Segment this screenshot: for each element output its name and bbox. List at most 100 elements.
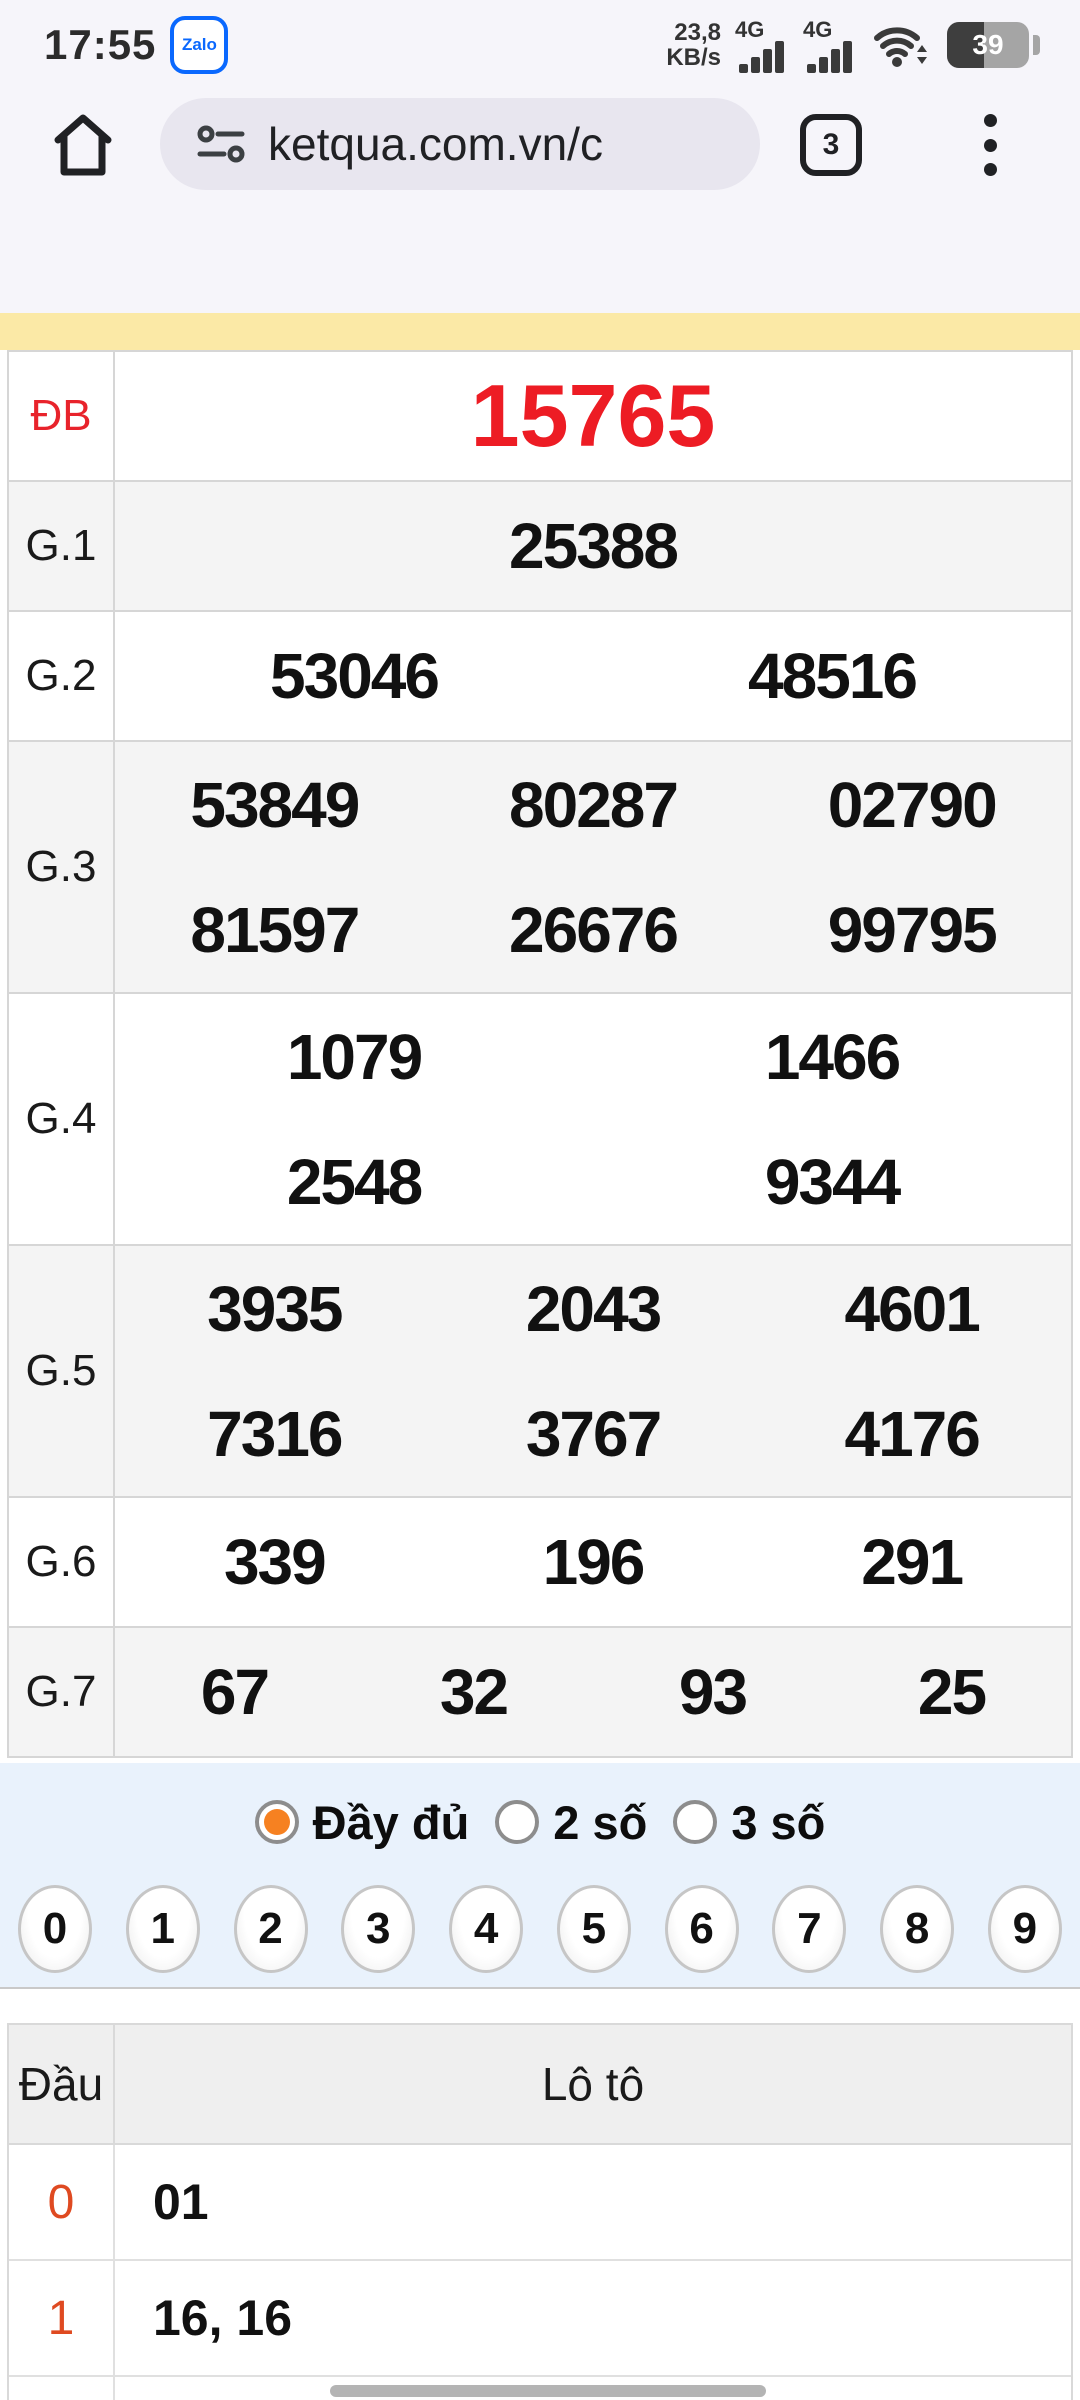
radio-circle-icon [495, 1800, 540, 1844]
prize-label: G.2 [9, 612, 115, 740]
digit-button-6[interactable]: 6 [664, 1885, 739, 1973]
prize-line: 25388 [115, 482, 1071, 610]
prize-line: 2548 9344 [115, 1119, 1071, 1244]
prize-number: 3767 [525, 1397, 662, 1470]
network-speed: 23,8 KB/s [666, 18, 721, 71]
prize-number: 81597 [190, 893, 360, 966]
digit-button-9[interactable]: 9 [987, 1885, 1062, 1973]
result-row-G.6: G.6 339 196 291 [9, 1498, 1071, 1628]
prize-number: 4176 [844, 1397, 980, 1470]
prize-label: G.3 [9, 742, 115, 992]
digit-button-0[interactable]: 0 [18, 1885, 92, 1973]
prize-line: 53849 80287 02790 [115, 742, 1071, 867]
prize-values: 15765 [115, 352, 1071, 480]
home-button[interactable] [48, 108, 118, 182]
loto-table-header: Đầu Lô tô [9, 2025, 1071, 2145]
prize-label: G.4 [9, 994, 115, 1244]
prize-line: 53046 48516 [115, 612, 1071, 740]
prize-number: 15765 [470, 366, 716, 465]
browser-toolbar: ketqua.com.vn/c 3 [0, 90, 1080, 200]
radio-option-3 số[interactable]: 3 số [673, 1795, 825, 1850]
prize-number: 7316 [207, 1397, 343, 1470]
prize-label: ĐB [9, 352, 115, 480]
prize-number: 196 [542, 1526, 646, 1598]
prize-number: 32 [439, 1656, 509, 1728]
prize-line: 339 196 291 [115, 1498, 1071, 1626]
prize-label: G.5 [9, 1246, 115, 1496]
prize-line: 3935 2043 4601 [115, 1246, 1071, 1371]
loto-numbers: 16, 16 [153, 2290, 293, 2346]
prize-label: G.7 [9, 1628, 115, 1756]
prize-values: 1079 1466 2548 9344 [115, 994, 1071, 1244]
result-row-G.2: G.2 53046 48516 [9, 612, 1071, 742]
prize-values: 53046 48516 [115, 612, 1071, 740]
browser-chrome: 17:55 Zalo 23,8 KB/s 4G [0, 0, 1080, 313]
clock: 17:55 [44, 21, 157, 68]
prize-line: 1079 1466 [115, 994, 1071, 1119]
digit-button-8[interactable]: 8 [880, 1885, 955, 1973]
prize-number: 53849 [190, 768, 360, 841]
prize-number: 291 [861, 1526, 964, 1598]
loto-row-0: 0 01 [9, 2145, 1071, 2261]
prize-values: 339 196 291 [115, 1498, 1071, 1626]
radio-selected-dot [263, 1809, 290, 1835]
prize-number: 53046 [270, 640, 440, 712]
prize-number: 48516 [748, 640, 918, 712]
prize-number: 67 [200, 1656, 270, 1728]
loto-table: Đầu Lô tô 0 01 1 16, 16 [7, 2023, 1073, 2400]
prize-label: G.1 [9, 482, 115, 610]
results-table: ĐB 15765 G.1 25388 G.2 53046 48516 G.3 53849 8028… [7, 350, 1073, 1758]
prize-values: 67 32 93 25 [115, 1628, 1071, 1756]
digit-button-5[interactable]: 5 [556, 1885, 631, 1973]
prize-values: 3935 2043 4601 7316 3767 4176 [115, 1246, 1071, 1496]
signal-bars-icon: 4G [735, 17, 789, 73]
prize-number: 4601 [844, 1272, 980, 1345]
prize-number: 25 [917, 1656, 987, 1728]
zalo-icon: Zalo [170, 16, 229, 74]
digit-button-7[interactable]: 7 [772, 1885, 847, 1973]
prize-label: G.6 [9, 1498, 115, 1626]
horizontal-scrollbar[interactable] [330, 2385, 766, 2397]
result-row-G.3: G.3 53849 80287 02790 81597 26676 99795 [9, 742, 1071, 994]
loto-col-loto: Lô tô [541, 2058, 645, 2110]
wifi-icon [873, 22, 931, 68]
marquee-strip [0, 313, 1080, 350]
loto-head-digit [9, 2377, 115, 2400]
tab-switcher-button[interactable]: 3 [800, 114, 862, 176]
radio-option-2 số[interactable]: 2 số [495, 1795, 647, 1850]
battery-icon: 39 [947, 22, 1029, 68]
loto-row-1: 1 16, 16 [9, 2261, 1071, 2377]
result-row-G.5: G.5 3935 2043 4601 7316 3767 4176 [9, 1246, 1071, 1498]
prize-line: 15765 [115, 352, 1071, 480]
loto-numbers: 01 [153, 2174, 209, 2230]
prize-number: 1466 [764, 1020, 901, 1093]
radio-circle-icon [254, 1800, 299, 1844]
prize-number: 9344 [764, 1145, 901, 1218]
battery-nub [1033, 35, 1040, 55]
loto-head-digit: 1 [9, 2261, 115, 2375]
url-bar[interactable]: ketqua.com.vn/c [160, 98, 760, 190]
radio-option-Đầy đủ[interactable]: Đầy đủ [254, 1795, 469, 1850]
display-mode-radios: Đầy đủ 2 số 3 số [0, 1791, 1080, 1853]
prize-number: 2548 [286, 1145, 423, 1218]
prize-number: 99795 [827, 893, 998, 966]
tab-count: 3 [822, 128, 840, 161]
prize-line: 81597 26676 99795 [115, 867, 1071, 992]
site-settings-icon[interactable] [196, 124, 248, 164]
result-row-G.7: G.7 67 32 93 25 [9, 1628, 1071, 1756]
prize-number: 26676 [509, 893, 679, 966]
radio-circle-icon [673, 1800, 718, 1844]
url-text: ketqua.com.vn/c [268, 118, 603, 170]
loto-head-digit: 0 [9, 2145, 115, 2259]
prize-number: 3935 [207, 1272, 343, 1345]
digit-button-2[interactable]: 2 [233, 1885, 308, 1973]
radio-label: 3 số [731, 1795, 826, 1849]
browser-menu-button[interactable] [975, 112, 1005, 178]
digit-button-3[interactable]: 3 [341, 1885, 416, 1973]
prize-values: 25388 [115, 482, 1071, 610]
digit-button-1[interactable]: 1 [125, 1885, 200, 1973]
digit-button-4[interactable]: 4 [449, 1885, 524, 1973]
radio-label: 2 số [553, 1795, 648, 1849]
